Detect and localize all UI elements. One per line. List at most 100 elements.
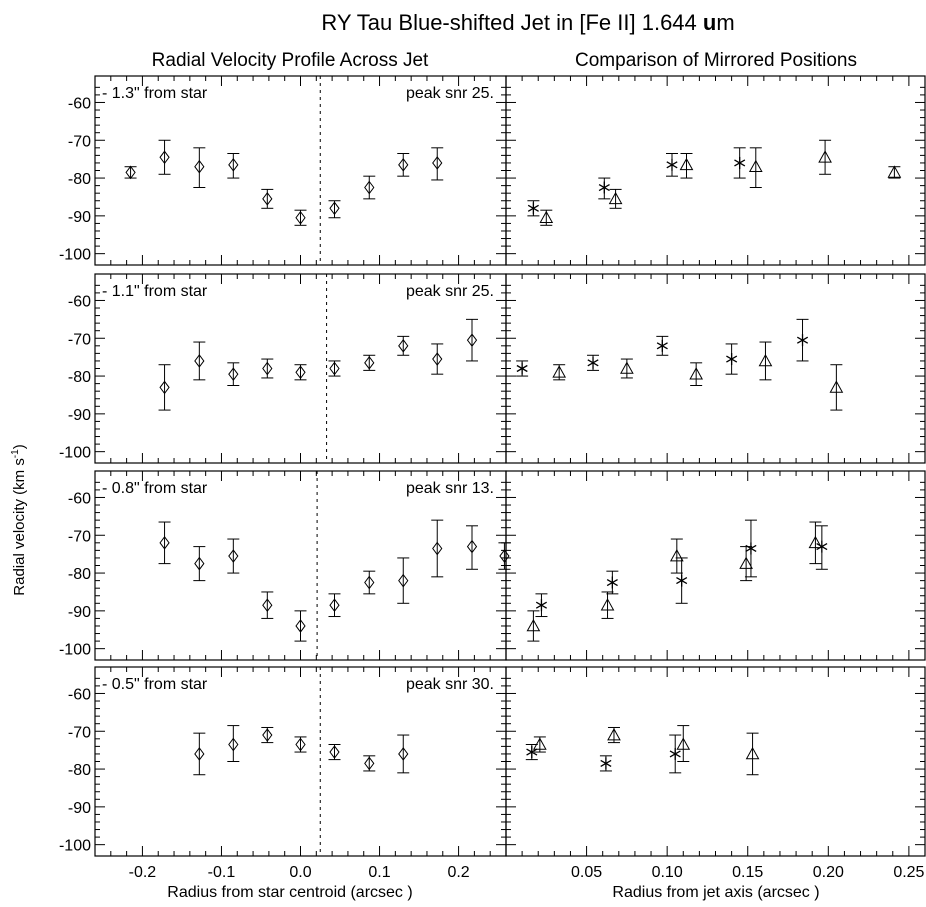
star-point [600,757,612,770]
y-tick-label: -90 [68,407,91,424]
triangle-point [829,380,844,393]
triangle-point [887,165,902,178]
star-stroke [516,364,528,373]
y-tick-label: -70 [68,528,91,545]
left-column-title: Radial Velocity Profile Across Jet [152,50,429,71]
diamond-point [329,361,340,376]
diamond-point [329,201,340,216]
diamond-point [194,159,205,174]
star-point [669,747,681,760]
diamond-point [466,333,478,347]
diamond-point [329,598,340,613]
star-point [535,599,547,612]
diamond-point [159,535,170,550]
triangle-point [532,737,547,750]
star-stroke [527,204,539,212]
y-tick-label: -100 [59,445,91,462]
snr-label: peak snr 30. [406,676,494,693]
diamond-point [329,745,340,759]
star-point [598,181,610,194]
triangle-point [552,365,567,378]
plot-layer: -60 -70 -80 -90 -100 - 1.3" from star peak snr… [59,75,926,881]
mirror-panel-frame [505,75,926,266]
star-stroke [656,342,668,350]
diamond-point [398,747,409,761]
diamond-point [262,192,273,206]
star-point [745,542,757,555]
y-tick-label: -70 [68,133,91,150]
y-tick-label: -80 [68,369,91,386]
triangle-point [689,367,704,380]
profile-panel-frame [94,666,507,857]
star-stroke [816,543,828,551]
profile-panel-1: -60 -70 -80 -90 -100 - 1.3" from star peak snr… [59,75,507,266]
profile-panel-3: -60 -70 -80 -90 -100 - 0.8" from star peak snr… [59,470,511,661]
triangle-point [600,598,615,611]
triangle-point [679,157,694,171]
right-column-title: Comparison of Mirrored Positions [575,50,857,71]
triangle-point [607,728,621,741]
star-point [606,576,618,589]
diamond-point [228,549,239,563]
triangle-point [676,737,691,750]
triangle-point [526,618,541,632]
y-tick-label: -60 [68,686,91,703]
x-tick-label-right: 0.05 [571,864,602,881]
x-tick-label-left: -0.1 [208,864,236,881]
mirror-panel-2 [505,273,926,464]
y-tick-label: -60 [68,490,91,507]
y-tick-label: -90 [68,800,91,817]
diamond-point [364,180,375,195]
star-point [526,746,538,759]
distance-label: - 0.8" from star [102,480,208,497]
profile-panel-2: -60 -70 -80 -90 -100 - 1.1" from star peak snr… [59,273,507,464]
diamond-point [295,365,306,380]
triangle-point [745,746,760,760]
star-stroke [598,183,610,192]
diamond-point [295,737,306,752]
chart-title: RY Tau Blue-shifted Jet in [Fe II] 1.644… [321,10,734,35]
star-stroke [600,759,612,767]
snr-label: peak snr 13. [406,480,494,497]
mirror-panel-3 [505,470,926,661]
diamond-point [364,756,375,771]
mirror-panel-4: 0.05 0.10 0.15 0.20 0.25 [505,666,926,881]
y-tick-label: -90 [68,604,91,621]
mirror-panel-frame [505,470,926,661]
diamond-point [398,338,409,353]
star-stroke [526,748,538,756]
y-tick-label: -70 [68,724,91,741]
x-tick-label-left: 0.2 [447,864,469,881]
star-stroke [745,544,757,553]
mirror-panel-1 [505,75,926,266]
diamond-point [228,367,239,382]
x-axis-label-right: Radius from jet axis (arcsec ) [612,884,819,901]
triangle-point [608,191,623,205]
diamond-point [398,157,409,172]
star-stroke [796,336,809,344]
x-tick-label-right: 0.20 [813,864,844,881]
triangle-point [808,535,823,549]
star-stroke [726,355,738,363]
diamond-point [228,157,239,172]
snr-label: peak snr 25. [406,283,494,300]
star-point [796,334,809,347]
diamond-point [159,380,170,395]
star-point [816,540,828,553]
diamond-point [432,156,443,170]
x-tick-label-left: -0.2 [129,864,157,881]
star-point [666,158,678,171]
diamond-point [432,541,443,556]
diamond-point [125,165,136,180]
y-tick-label: -90 [68,209,91,226]
star-stroke [535,601,547,609]
star-stroke [734,159,746,167]
y-tick-label: -100 [59,642,91,659]
y-tick-label: -80 [68,566,91,583]
triangle-point [539,210,554,224]
y-tick-label: -80 [68,171,91,188]
star-stroke [587,359,599,367]
star-point [734,156,746,169]
diamond-point [466,539,478,554]
